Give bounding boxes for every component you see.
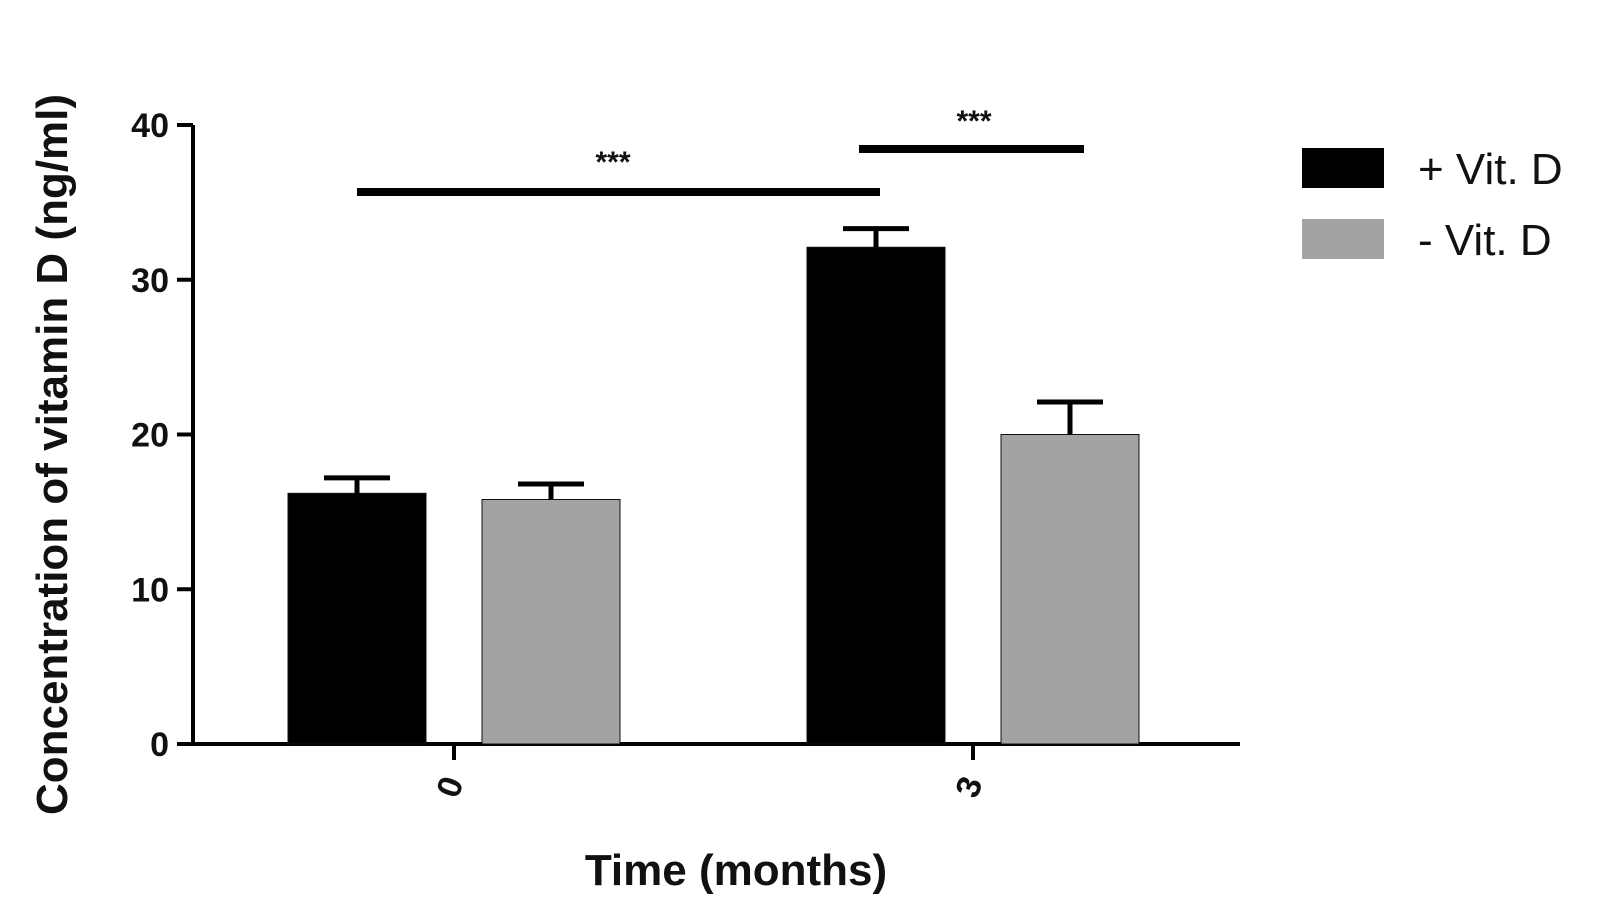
- legend-swatch-plus-vit-d: [1302, 148, 1384, 188]
- y-tick-label: 0: [150, 726, 169, 764]
- significance-label: ***: [956, 105, 991, 138]
- legend-label: + Vit. D: [1418, 145, 1563, 194]
- bar-plus-vit-d-0: [287, 492, 427, 745]
- legend-swatch-minus-vit-d: [1302, 219, 1384, 259]
- y-tick-label: 10: [131, 571, 169, 609]
- x-tick-label: 3: [948, 772, 990, 803]
- y-tick-label: 20: [131, 417, 169, 455]
- bar-minus-vit-d-3: [1000, 434, 1140, 745]
- y-tick-label: 40: [131, 107, 169, 145]
- y-tick-label: 30: [131, 262, 169, 300]
- bar-minus-vit-d-0: [481, 498, 621, 745]
- y-axis-title: Concentration of vitamin D (ng/ml): [28, 94, 77, 815]
- x-axis-title: Time (months): [585, 846, 887, 895]
- x-tick-label: 0: [429, 772, 471, 803]
- legend-label: - Vit. D: [1418, 216, 1552, 265]
- significance-label: ***: [595, 146, 630, 179]
- bar-plus-vit-d-3: [806, 246, 946, 745]
